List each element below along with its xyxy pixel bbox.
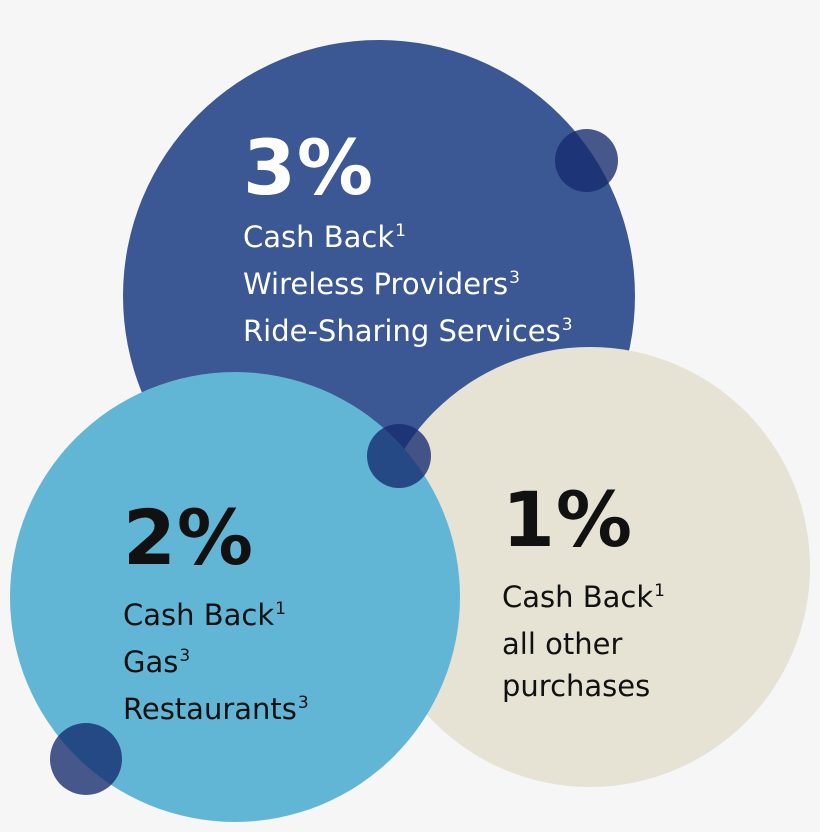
- tier-2-line-gas: Gas3: [123, 641, 309, 688]
- tier-1-rate: 1%: [502, 475, 634, 564]
- tier-3-line-ride-sharing: Ride-Sharing Services3: [243, 310, 573, 357]
- footnote-marker: 1: [654, 581, 665, 601]
- tier-1-text: 1% Cash Back1 all other purchases: [502, 482, 665, 707]
- tier-3-line-wireless: Wireless Providers3: [243, 263, 573, 310]
- line-text: Cash Back: [123, 598, 275, 632]
- line-text: Cash Back: [502, 580, 654, 614]
- tier-2-rate: 2%: [123, 493, 255, 582]
- tier-2-text: 2% Cash Back1 Gas3 Restaurants3: [123, 500, 309, 735]
- tier-3-text: 3% Cash Back1 Wireless Providers3 Ride-S…: [243, 130, 573, 357]
- tier-1-line-all-other: all other: [502, 623, 665, 665]
- tier-3-rate: 3%: [243, 123, 375, 212]
- line-text: Gas: [123, 645, 179, 679]
- accent-dot-center: [367, 424, 431, 488]
- footnote-marker: 3: [509, 268, 520, 288]
- line-text: Ride-Sharing Services: [243, 314, 561, 348]
- tier-2-line-cash-back: Cash Back1: [123, 594, 309, 641]
- footnote-marker: 1: [275, 599, 286, 619]
- line-text: Cash Back: [243, 220, 395, 254]
- tier-3-line-cash-back: Cash Back1: [243, 216, 573, 263]
- line-text: Restaurants: [123, 692, 297, 726]
- footnote-marker: 3: [561, 315, 573, 335]
- footnote-marker: 3: [297, 693, 309, 713]
- line-text: Wireless Providers: [243, 267, 509, 301]
- footnote-marker: 1: [395, 221, 406, 241]
- footnote-marker: 3: [179, 646, 191, 666]
- tier-1-line-cash-back: Cash Back1: [502, 576, 665, 623]
- tier-2-line-restaurants: Restaurants3: [123, 688, 309, 735]
- accent-dot-top: [555, 129, 618, 192]
- line-text: purchases: [502, 669, 651, 703]
- accent-dot-bottom: [50, 723, 122, 795]
- line-text: all other: [502, 627, 623, 661]
- tier-1-line-purchases: purchases: [502, 665, 665, 707]
